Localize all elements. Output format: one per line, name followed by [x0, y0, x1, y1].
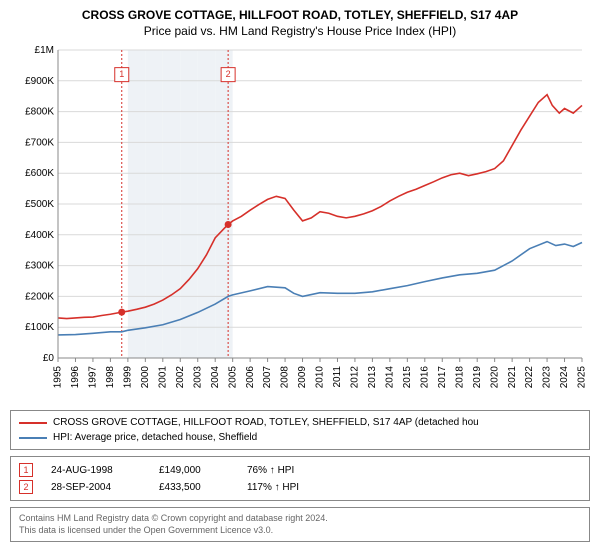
svg-text:1: 1	[119, 69, 124, 79]
svg-text:1996: 1996	[70, 366, 81, 389]
svg-text:2021: 2021	[507, 366, 518, 389]
svg-text:£0: £0	[43, 353, 55, 364]
legend-label: HPI: Average price, detached house, Shef…	[53, 430, 257, 445]
transaction-hpi: 76% ↑ HPI	[247, 465, 294, 476]
svg-text:2019: 2019	[472, 366, 483, 389]
legend-item-series2: HPI: Average price, detached house, Shef…	[19, 430, 581, 445]
svg-text:2007: 2007	[262, 366, 273, 389]
svg-text:£400K: £400K	[25, 230, 54, 241]
table-row: 1 24-AUG-1998 £149,000 76% ↑ HPI	[19, 463, 581, 477]
svg-text:1997: 1997	[88, 366, 99, 389]
svg-text:2011: 2011	[332, 366, 343, 388]
svg-text:2023: 2023	[542, 366, 553, 389]
svg-text:2003: 2003	[192, 366, 203, 389]
svg-text:1995: 1995	[53, 366, 64, 389]
svg-text:£100K: £100K	[25, 322, 54, 333]
transactions-table: 1 24-AUG-1998 £149,000 76% ↑ HPI 2 28-SE…	[10, 456, 590, 501]
svg-text:£1M: £1M	[35, 45, 54, 56]
chart-title-subtitle: Price paid vs. HM Land Registry's House …	[10, 24, 590, 38]
svg-text:2005: 2005	[227, 366, 238, 389]
svg-text:1999: 1999	[123, 366, 134, 389]
svg-text:2020: 2020	[489, 366, 500, 389]
svg-text:£700K: £700K	[25, 137, 54, 148]
svg-text:2008: 2008	[280, 366, 291, 389]
svg-text:£300K: £300K	[25, 261, 54, 272]
table-row: 2 28-SEP-2004 £433,500 117% ↑ HPI	[19, 480, 581, 494]
svg-text:2000: 2000	[140, 366, 151, 389]
transaction-date: 28-SEP-2004	[51, 482, 141, 493]
transaction-price: £433,500	[159, 482, 229, 493]
svg-text:£200K: £200K	[25, 291, 54, 302]
svg-text:2001: 2001	[157, 366, 168, 389]
legend-label: CROSS GROVE COTTAGE, HILLFOOT ROAD, TOTL…	[53, 415, 479, 430]
svg-text:£600K: £600K	[25, 168, 54, 179]
marker-icon: 2	[19, 480, 33, 494]
svg-text:£900K: £900K	[25, 76, 54, 87]
attribution: Contains HM Land Registry data © Crown c…	[10, 507, 590, 542]
svg-text:2013: 2013	[367, 366, 378, 389]
svg-text:2025: 2025	[577, 366, 588, 389]
svg-text:2006: 2006	[245, 366, 256, 389]
svg-text:2010: 2010	[315, 366, 326, 389]
transaction-hpi: 117% ↑ HPI	[247, 482, 299, 493]
svg-text:2009: 2009	[297, 366, 308, 389]
svg-text:2015: 2015	[402, 366, 413, 389]
svg-text:2014: 2014	[385, 366, 396, 389]
chart-title-address: CROSS GROVE COTTAGE, HILLFOOT ROAD, TOTL…	[10, 8, 590, 22]
svg-text:2: 2	[226, 69, 231, 79]
svg-text:2004: 2004	[210, 366, 221, 389]
svg-text:2024: 2024	[559, 366, 570, 389]
svg-text:2018: 2018	[454, 366, 465, 389]
svg-text:1998: 1998	[105, 366, 116, 389]
legend-item-series1: CROSS GROVE COTTAGE, HILLFOOT ROAD, TOTL…	[19, 415, 581, 430]
svg-text:£800K: £800K	[25, 107, 54, 118]
legend: CROSS GROVE COTTAGE, HILLFOOT ROAD, TOTL…	[10, 410, 590, 450]
svg-text:2002: 2002	[175, 366, 186, 389]
chart-plot: £0 £100K £200K £300K £400K £500K £600K £700K £80…	[10, 44, 590, 404]
svg-text:£500K: £500K	[25, 199, 54, 210]
transaction-price: £149,000	[159, 465, 229, 476]
svg-text:2016: 2016	[419, 366, 430, 389]
svg-text:2017: 2017	[437, 366, 448, 389]
transaction-date: 24-AUG-1998	[51, 465, 141, 476]
svg-text:2022: 2022	[524, 366, 535, 389]
svg-text:2012: 2012	[350, 366, 361, 389]
marker-icon: 1	[19, 463, 33, 477]
